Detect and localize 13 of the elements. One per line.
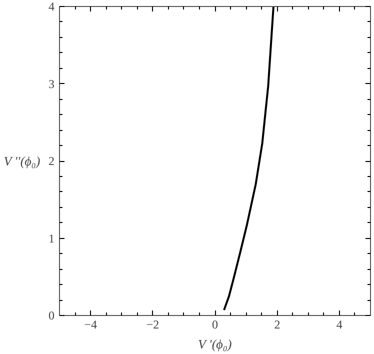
y-tick-label: 4 bbox=[48, 0, 54, 14]
y-tick-label: 0 bbox=[48, 308, 54, 322]
x-tick-label: −4 bbox=[84, 318, 97, 332]
y-tick-label: 2 bbox=[48, 154, 54, 168]
line-series bbox=[223, 6, 274, 312]
y-tick-label: 1 bbox=[48, 231, 54, 246]
x-tick-label: −2 bbox=[146, 318, 160, 332]
x-axis-title: V ′(ϕ₀) bbox=[198, 336, 232, 352]
x-tick-label: 0 bbox=[212, 318, 218, 332]
x-tick-label: 4 bbox=[336, 318, 342, 332]
y-tick-label: 3 bbox=[48, 76, 54, 91]
y-axis-title: V ′′(ϕ₀) bbox=[4, 154, 40, 168]
x-tick-label: 2 bbox=[274, 318, 280, 332]
